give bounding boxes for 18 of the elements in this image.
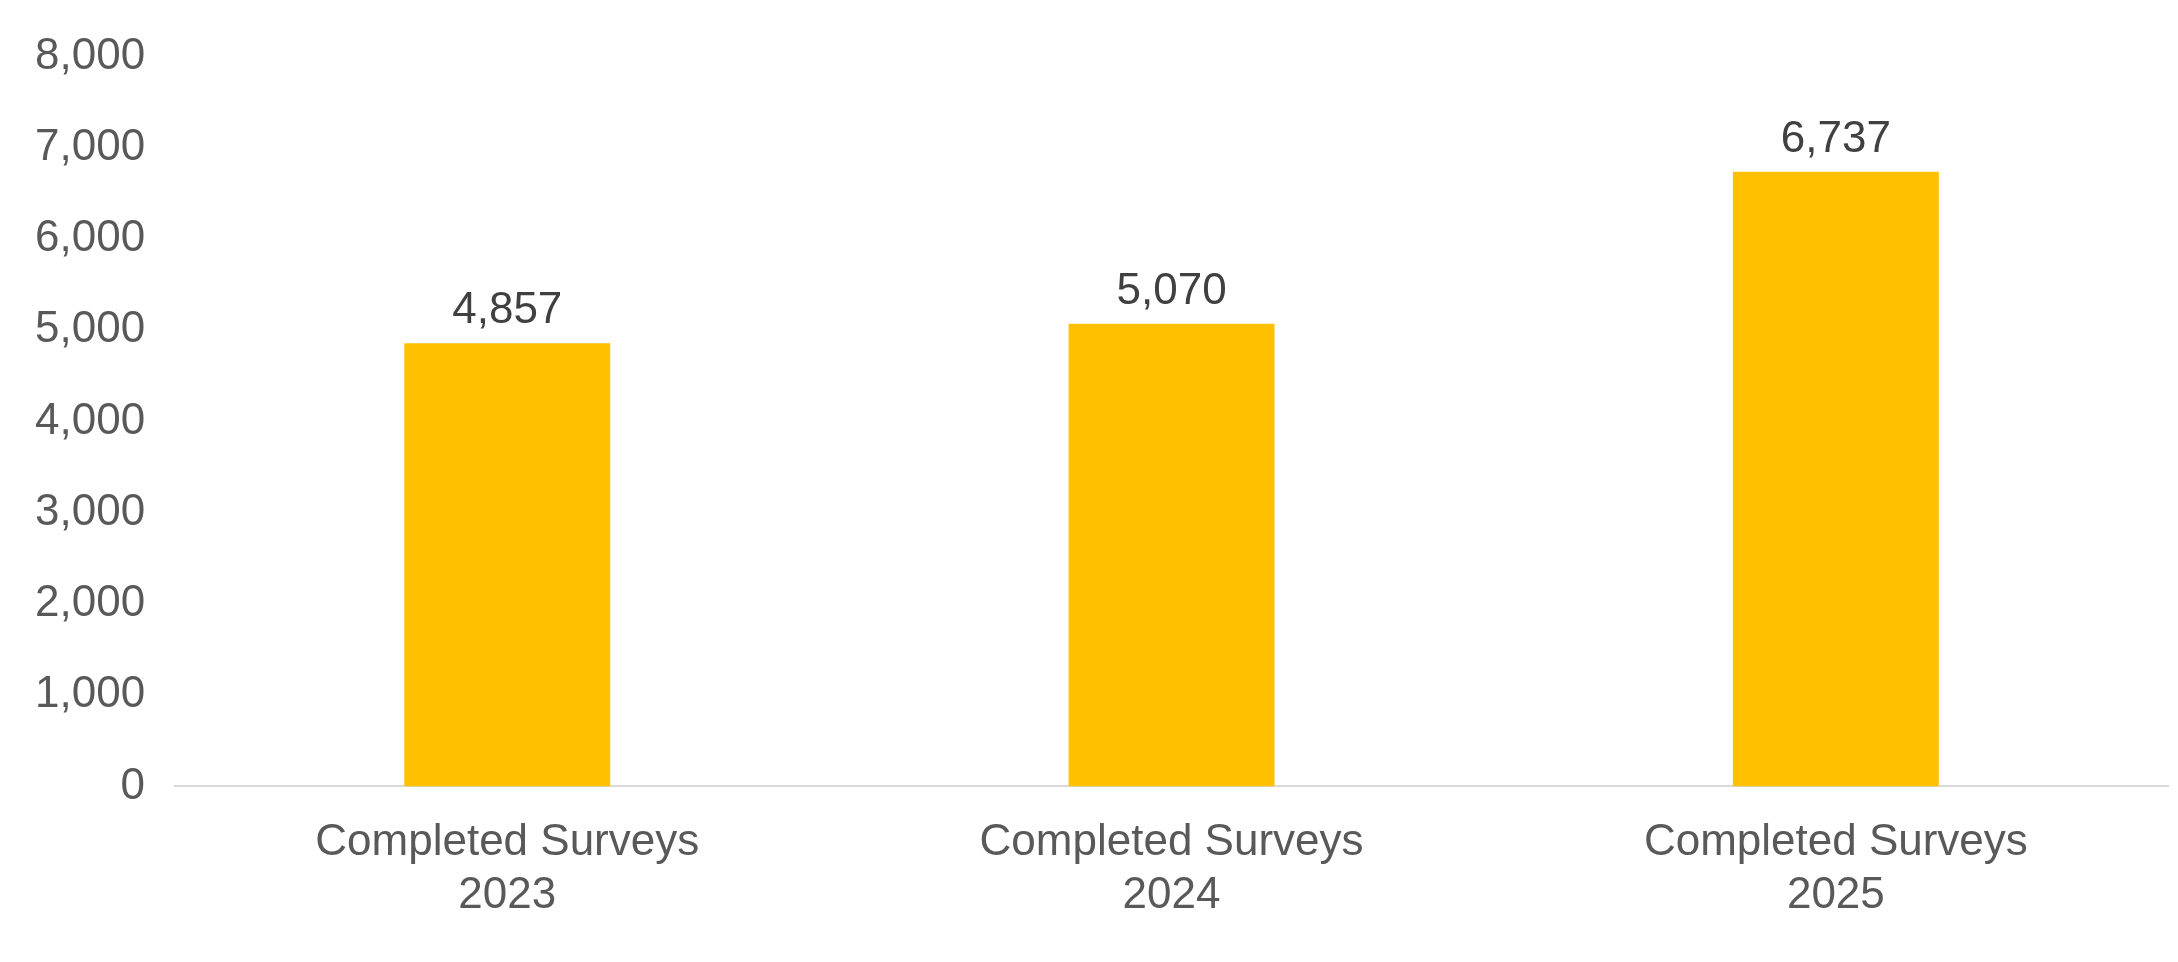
x-tick-label: Completed Surveys 2024 bbox=[979, 814, 1364, 917]
bar bbox=[1068, 323, 1275, 787]
y-tick-label: 5,000 bbox=[35, 302, 146, 352]
data-label: 6,737 bbox=[1780, 111, 1891, 161]
y-tick-label: 0 bbox=[120, 758, 146, 808]
y-tick-label: 8,000 bbox=[35, 28, 146, 78]
y-tick-label: 7,000 bbox=[35, 119, 146, 169]
data-label: 5,070 bbox=[1116, 263, 1227, 313]
bar bbox=[404, 343, 611, 787]
data-label: 4,857 bbox=[452, 283, 563, 333]
bar bbox=[1732, 171, 1939, 787]
x-tick-label: Completed Surveys 2023 bbox=[315, 814, 700, 917]
x-tick-label: Completed Surveys 2025 bbox=[1643, 814, 2028, 917]
y-tick-label: 6,000 bbox=[35, 211, 146, 261]
y-tick-label: 2,000 bbox=[35, 576, 146, 626]
y-tick-label: 1,000 bbox=[35, 667, 146, 717]
y-tick-label: 4,000 bbox=[35, 393, 146, 443]
y-tick-label: 3,000 bbox=[35, 484, 146, 534]
